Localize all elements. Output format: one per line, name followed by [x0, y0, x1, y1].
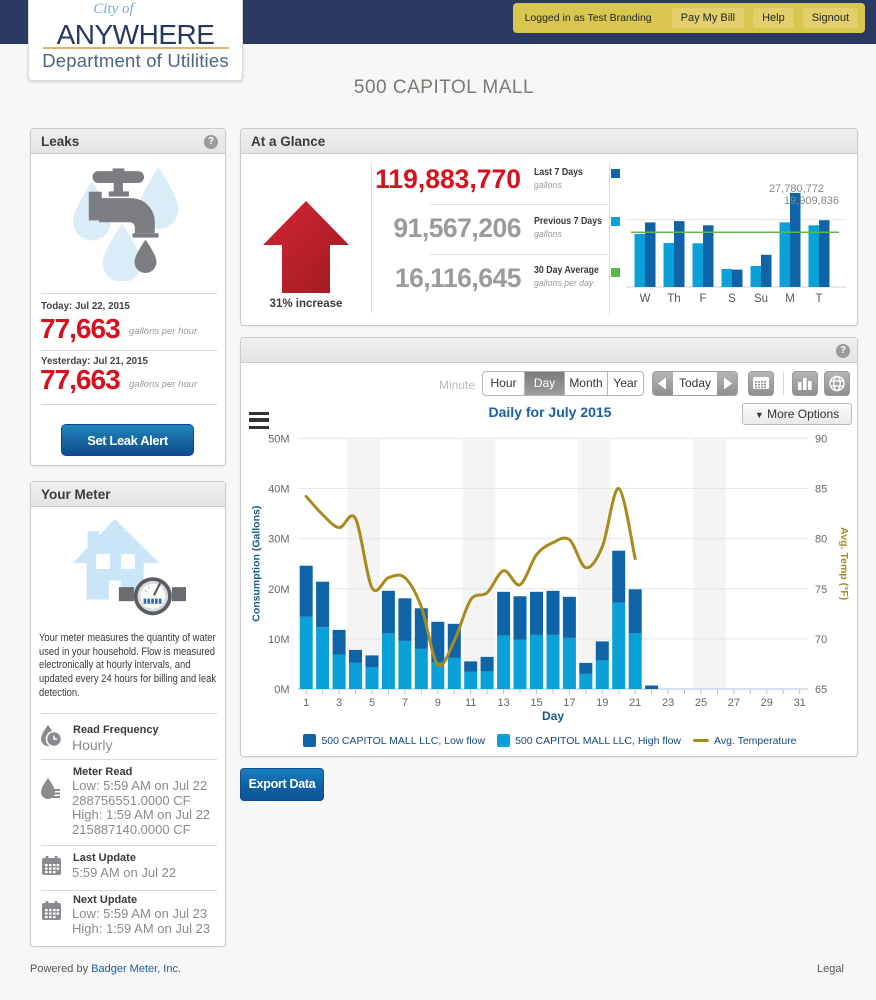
svg-text:11: 11 — [465, 697, 476, 709]
svg-text:20M: 20M — [268, 584, 289, 596]
svg-text:50M: 50M — [268, 433, 289, 445]
svg-text:Consumption (Gallons): Consumption (Gallons) — [251, 506, 263, 622]
svg-text:19: 19 — [596, 697, 608, 709]
svg-text:13: 13 — [497, 697, 509, 709]
svg-text:5: 5 — [369, 697, 375, 709]
svg-text:40M: 40M — [268, 484, 289, 496]
svg-text:S: S — [728, 293, 736, 305]
svg-text:25: 25 — [695, 697, 707, 709]
svg-text:19,909,836: 19,909,836 — [784, 195, 839, 207]
svg-text:27: 27 — [728, 697, 740, 709]
svg-text:15: 15 — [530, 697, 542, 709]
svg-text:Day: Day — [542, 709, 564, 723]
svg-text:65: 65 — [815, 684, 827, 696]
svg-text:M: M — [785, 293, 795, 305]
svg-text:10M: 10M — [268, 634, 289, 646]
svg-text:0M: 0M — [274, 684, 289, 696]
svg-text:Avg. Temp (°F): Avg. Temp (°F) — [838, 527, 850, 600]
svg-text:Su: Su — [754, 293, 768, 305]
svg-text:Th: Th — [667, 293, 680, 305]
svg-text:23: 23 — [662, 697, 674, 709]
svg-text:W: W — [640, 293, 651, 305]
svg-text:30M: 30M — [268, 534, 289, 546]
svg-text:80: 80 — [815, 534, 827, 546]
svg-text:9: 9 — [435, 697, 441, 709]
svg-text:F: F — [699, 293, 706, 305]
svg-text:70: 70 — [815, 634, 827, 646]
svg-text:21: 21 — [629, 697, 641, 709]
svg-text:27,780,772: 27,780,772 — [769, 183, 824, 195]
svg-text:90: 90 — [815, 433, 827, 445]
svg-text:29: 29 — [761, 697, 773, 709]
svg-text:31: 31 — [794, 697, 806, 709]
svg-text:1: 1 — [303, 697, 309, 709]
svg-text:75: 75 — [815, 584, 827, 596]
svg-text:17: 17 — [563, 697, 575, 709]
svg-text:7: 7 — [402, 697, 408, 709]
svg-text:T: T — [815, 293, 822, 305]
svg-text:85: 85 — [815, 484, 827, 496]
svg-text:3: 3 — [336, 697, 342, 709]
